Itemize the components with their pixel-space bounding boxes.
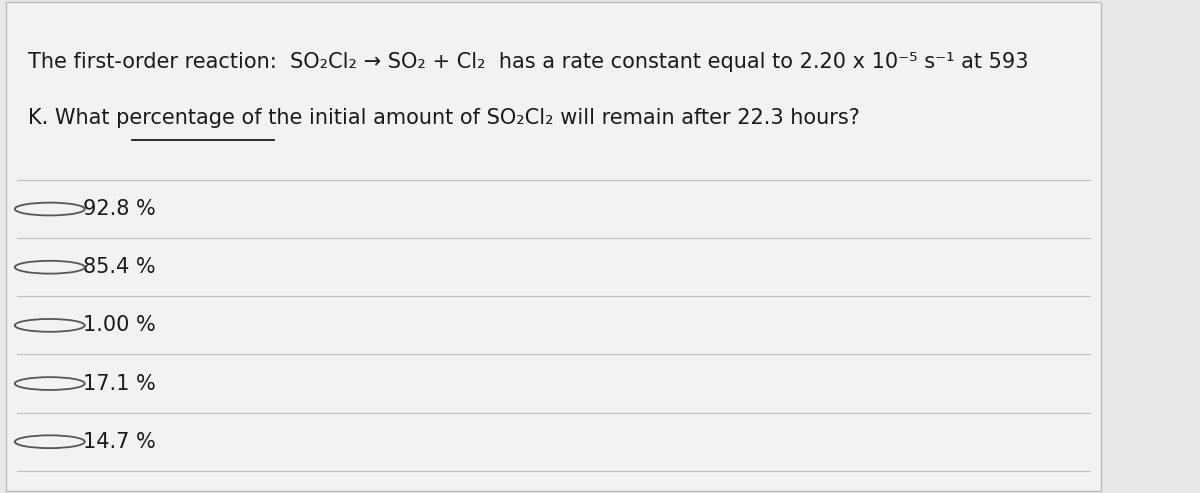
Text: The first-order reaction:  SO₂Cl₂ → SO₂ + Cl₂  has a rate constant equal to 2.20: The first-order reaction: SO₂Cl₂ → SO₂ +… (28, 52, 1028, 72)
Text: K. What: K. What (28, 108, 115, 129)
Text: 14.7 %: 14.7 % (83, 432, 156, 452)
Text: 92.8 %: 92.8 % (83, 199, 156, 219)
Text: K. What percentage of the initial amount of SO₂Cl₂ will remain after 22.3 hours?: K. What percentage of the initial amount… (28, 108, 859, 129)
FancyBboxPatch shape (6, 2, 1100, 491)
Text: 1.00 %: 1.00 % (83, 316, 156, 335)
Text: K. What percentage: K. What percentage (28, 108, 234, 129)
Text: 17.1 %: 17.1 % (83, 374, 156, 393)
Text: 85.4 %: 85.4 % (83, 257, 156, 277)
